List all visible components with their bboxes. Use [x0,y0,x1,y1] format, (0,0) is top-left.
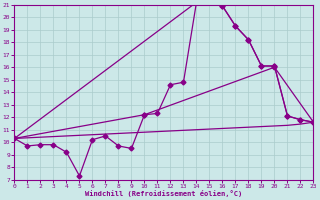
X-axis label: Windchill (Refroidissement éolien,°C): Windchill (Refroidissement éolien,°C) [85,190,243,197]
